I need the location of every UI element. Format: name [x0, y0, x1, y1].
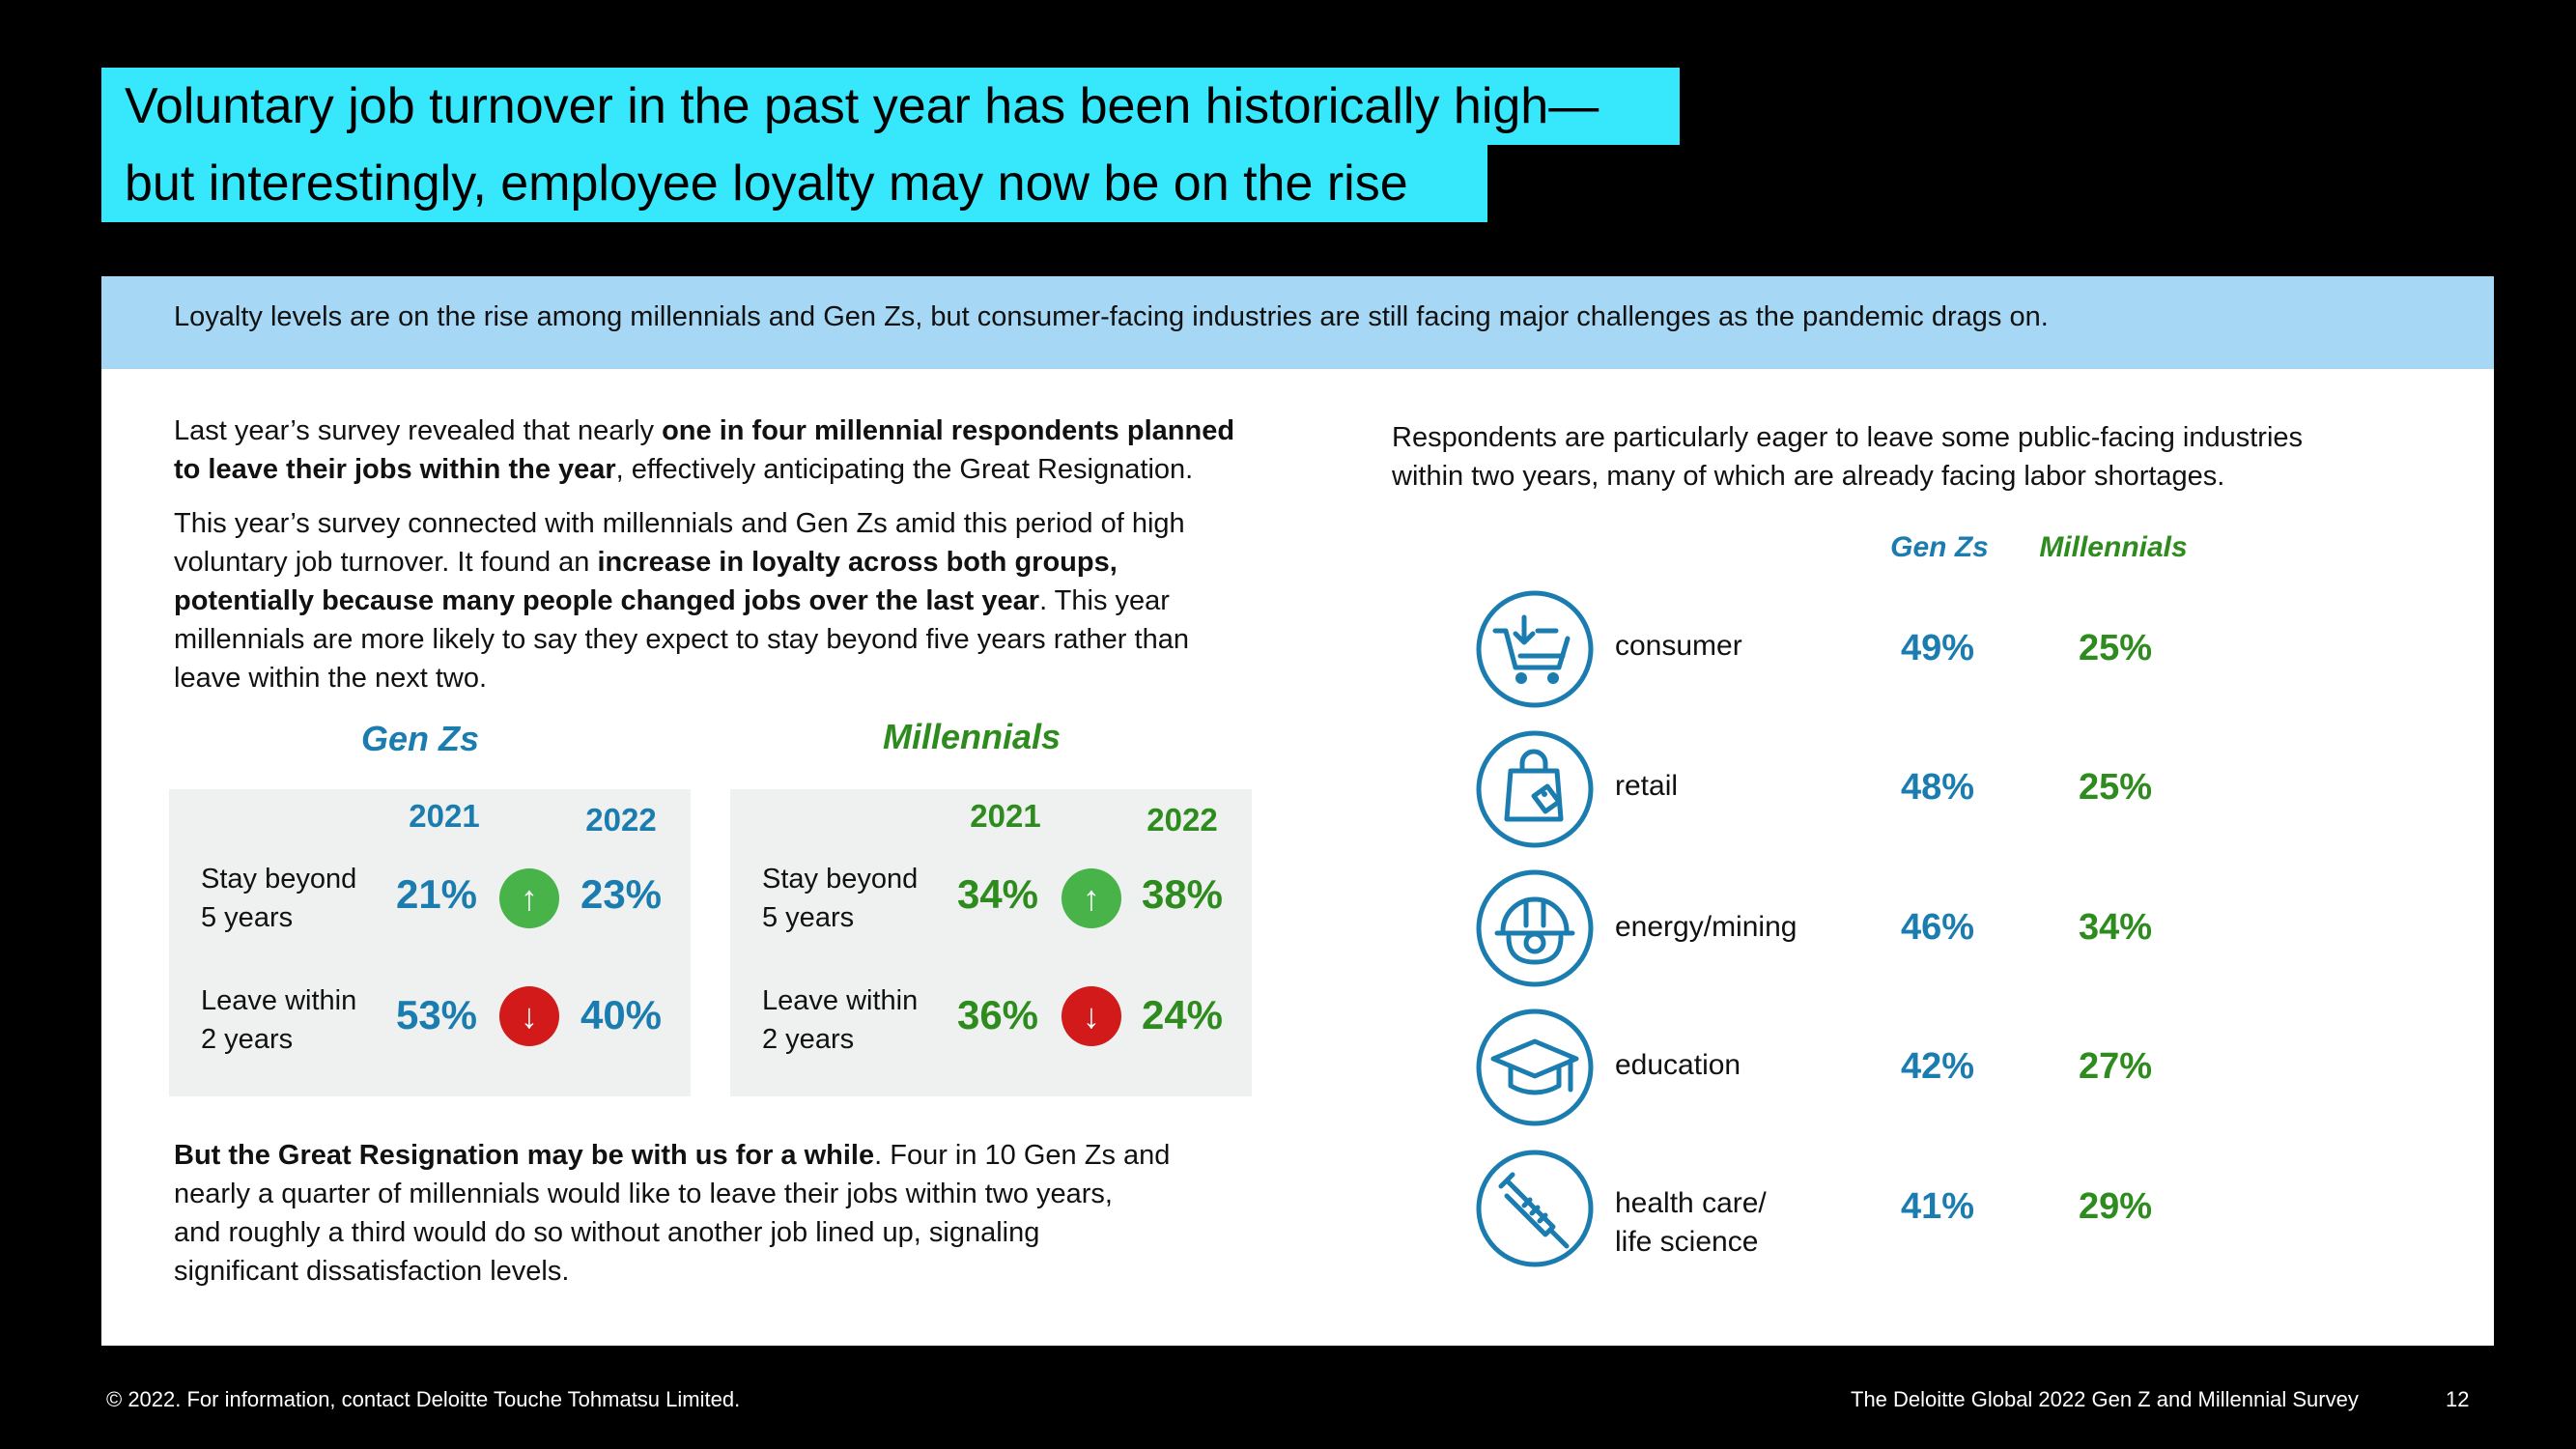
industry-genz-retail: 48%: [1870, 767, 2005, 809]
shopping-cart-icon: [1474, 588, 1596, 710]
industry-millennials-energy-mining: 34%: [2048, 907, 2183, 949]
graduation-cap-icon: [1474, 1007, 1596, 1128]
title-line-1: Voluntary job turnover in the past year …: [101, 68, 1680, 145]
para2-line-3-bold: potentially because many people changed …: [174, 585, 1039, 616]
genz-leave-2022: 40%: [563, 992, 679, 1038]
millennials-col-2022: 2022: [1124, 802, 1240, 838]
footer-page-number: 12: [2446, 1387, 2469, 1412]
intro-paragraph: Last year’s survey revealed that nearly …: [174, 412, 1294, 489]
para2-line-3-text: . This year: [1039, 585, 1170, 616]
loyalty-paragraph: This year’s survey connected with millen…: [174, 504, 1294, 697]
genz-leave-label-1: Leave within: [201, 981, 356, 1020]
genz-leave-label: Leave within 2 years: [201, 981, 356, 1059]
para3-bold: But the Great Resignation may be with us…: [174, 1140, 874, 1171]
industry-label-education: education: [1615, 1046, 1741, 1085]
para1-bold-b: to leave their jobs within the year: [174, 454, 616, 485]
millennials-leave-label-2: 2 years: [762, 1020, 918, 1059]
syringe-icon: [1474, 1148, 1596, 1269]
para2-line-5: leave within the next two.: [174, 659, 1294, 697]
para2-line-2-text: voluntary job turnover. It found an: [174, 547, 598, 578]
millennials-stay-2021: 34%: [940, 871, 1056, 918]
summary-banner-text: Loyalty levels are on the rise among mil…: [174, 301, 2049, 333]
millennials-stay-2022: 38%: [1124, 871, 1240, 918]
industries-intro-line-1: Respondents are particularly eager to le…: [1392, 418, 2454, 457]
industry-millennials-consumer: 25%: [2048, 628, 2183, 669]
industry-label-retail: retail: [1615, 767, 1678, 806]
genz-col-2021: 2021: [386, 798, 502, 835]
para3-line-1-text: . Four in 10 Gen Zs and: [874, 1140, 1170, 1171]
millennials-leave-2022: 24%: [1124, 992, 1240, 1038]
industries-intro: Respondents are particularly eager to le…: [1392, 418, 2454, 496]
para2-line-4: millennials are more likely to say they …: [174, 620, 1294, 659]
industry-millennials-education: 27%: [2048, 1046, 2183, 1088]
great-resignation-paragraph: But the Great Resignation may be with us…: [174, 1136, 1294, 1291]
genz-leave-label-2: 2 years: [201, 1020, 356, 1059]
title-line-2: but interestingly, employee loyalty may …: [101, 145, 1487, 222]
millennials-stay-label-2: 5 years: [762, 898, 918, 937]
millennials-stay-label: Stay beyond 5 years: [762, 860, 918, 937]
industry-millennials-retail: 25%: [2048, 767, 2183, 809]
industry-genz-consumer: 49%: [1870, 628, 2005, 669]
para1-text-b: , effectively anticipating the Great Res…: [616, 454, 1194, 485]
genz-stay-2022: 23%: [563, 871, 679, 918]
industry-genz-education: 42%: [1870, 1046, 2005, 1088]
para2-line-2-bold: increase in loyalty across both groups,: [598, 547, 1118, 578]
industries-head-genz: Gen Zs: [1843, 531, 2036, 564]
shopping-bag-icon: [1474, 728, 1596, 850]
para3-line-4: significant dissatisfaction levels.: [174, 1252, 1294, 1291]
industry-label-health-care-line-2: life science: [1615, 1223, 1767, 1262]
genz-stay-label-1: Stay beyond: [201, 860, 356, 898]
para3-line-2: nearly a quarter of millennials would li…: [174, 1175, 1294, 1213]
industry-label-energy-mining: energy/mining: [1615, 908, 1797, 947]
industry-genz-energy-mining: 46%: [1870, 907, 2005, 949]
industries-intro-line-2: within two years, many of which are alre…: [1392, 457, 2454, 496]
footer-copyright: © 2022. For information, contact Deloitt…: [106, 1387, 740, 1412]
genz-stay-label-2: 5 years: [201, 898, 356, 937]
industry-millennials-health-care: 29%: [2048, 1186, 2183, 1228]
para1-bold-a: one in four millennial respondents plann…: [662, 415, 1234, 446]
para2-line-1: This year’s survey connected with millen…: [174, 504, 1294, 543]
millennials-stay-label-1: Stay beyond: [762, 860, 918, 898]
industry-label-health-care-line-1: health care/: [1615, 1184, 1767, 1223]
para3-line-3: and roughly a third would do so without …: [174, 1213, 1294, 1252]
genz-table-heading: Gen Zs: [361, 719, 479, 759]
para1-text-a: Last year’s survey revealed that nearly: [174, 415, 662, 446]
industries-head-millennials: Millennials: [2017, 531, 2210, 564]
up-arrow-icon: ↑: [499, 868, 559, 928]
industry-label-health-care: health care/ life science: [1615, 1184, 1767, 1262]
millennials-col-2021: 2021: [948, 798, 1063, 835]
genz-stay-2021: 21%: [379, 871, 495, 918]
millennials-leave-label-1: Leave within: [762, 981, 918, 1020]
genz-stay-label: Stay beyond 5 years: [201, 860, 356, 937]
footer-survey-name: The Deloitte Global 2022 Gen Z and Mille…: [1851, 1387, 2359, 1412]
down-arrow-icon: ↓: [499, 986, 559, 1046]
industry-label-consumer: consumer: [1615, 627, 1742, 666]
millennials-leave-label: Leave within 2 years: [762, 981, 918, 1059]
hard-hat-icon: [1474, 867, 1596, 989]
millennials-leave-2021: 36%: [940, 992, 1056, 1038]
genz-col-2022: 2022: [563, 802, 679, 838]
industry-genz-health-care: 41%: [1870, 1186, 2005, 1228]
millennials-table-heading: Millennials: [883, 717, 1061, 757]
genz-leave-2021: 53%: [379, 992, 495, 1038]
up-arrow-icon: ↑: [1062, 868, 1121, 928]
down-arrow-icon: ↓: [1062, 986, 1121, 1046]
